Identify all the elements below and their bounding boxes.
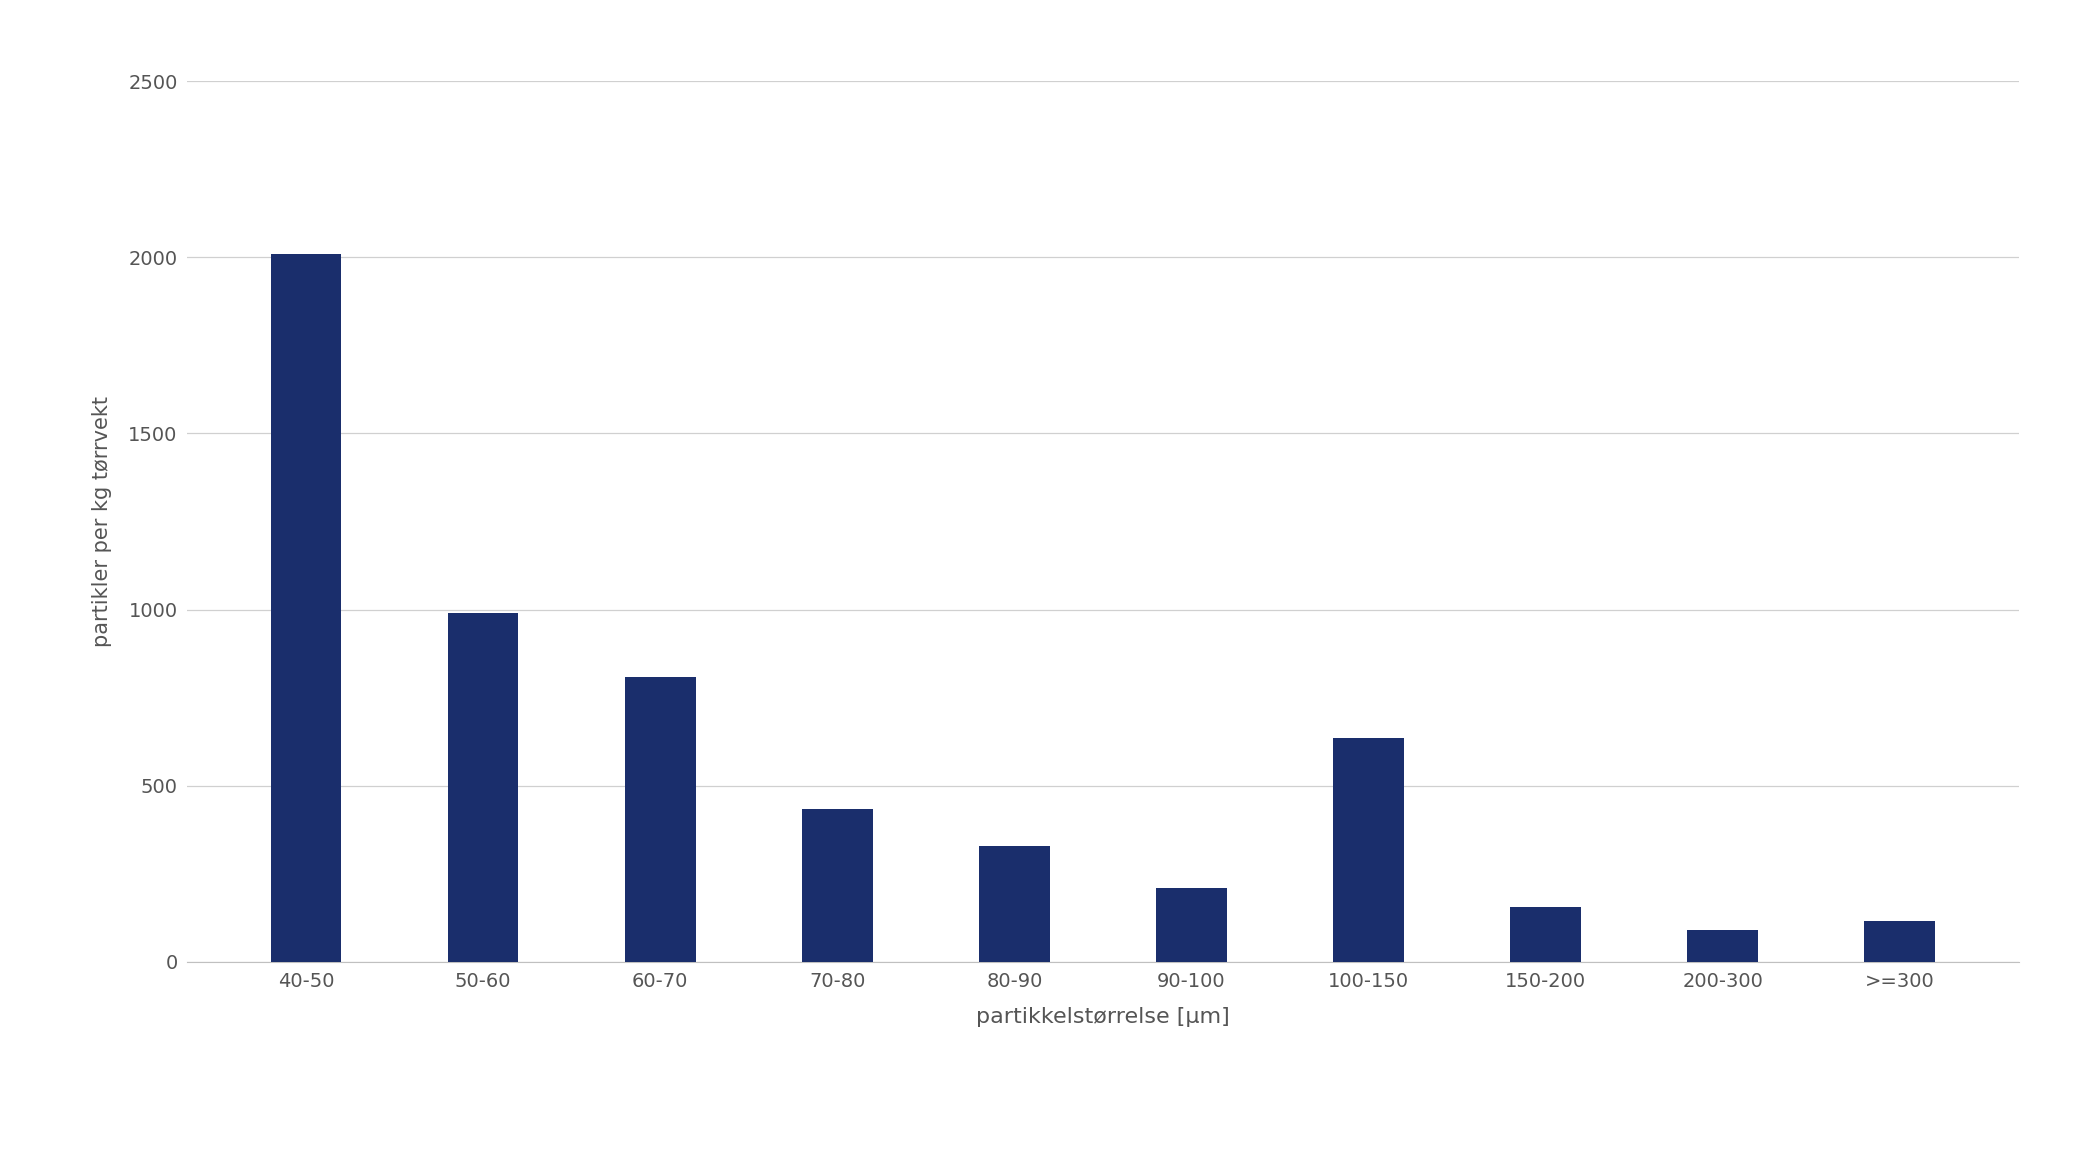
Bar — [624, 677, 695, 962]
Bar — [1334, 738, 1405, 962]
Bar — [978, 846, 1049, 962]
Bar — [271, 254, 341, 962]
Bar — [1157, 888, 1228, 962]
Bar — [801, 809, 872, 962]
Y-axis label: partikler per kg tørrvekt: partikler per kg tørrvekt — [92, 396, 112, 647]
Bar — [1511, 907, 1582, 962]
Bar — [447, 613, 518, 962]
Bar — [1865, 921, 1935, 962]
Bar — [1688, 931, 1758, 962]
X-axis label: partikkelstørrelse [μm]: partikkelstørrelse [μm] — [976, 1007, 1230, 1027]
